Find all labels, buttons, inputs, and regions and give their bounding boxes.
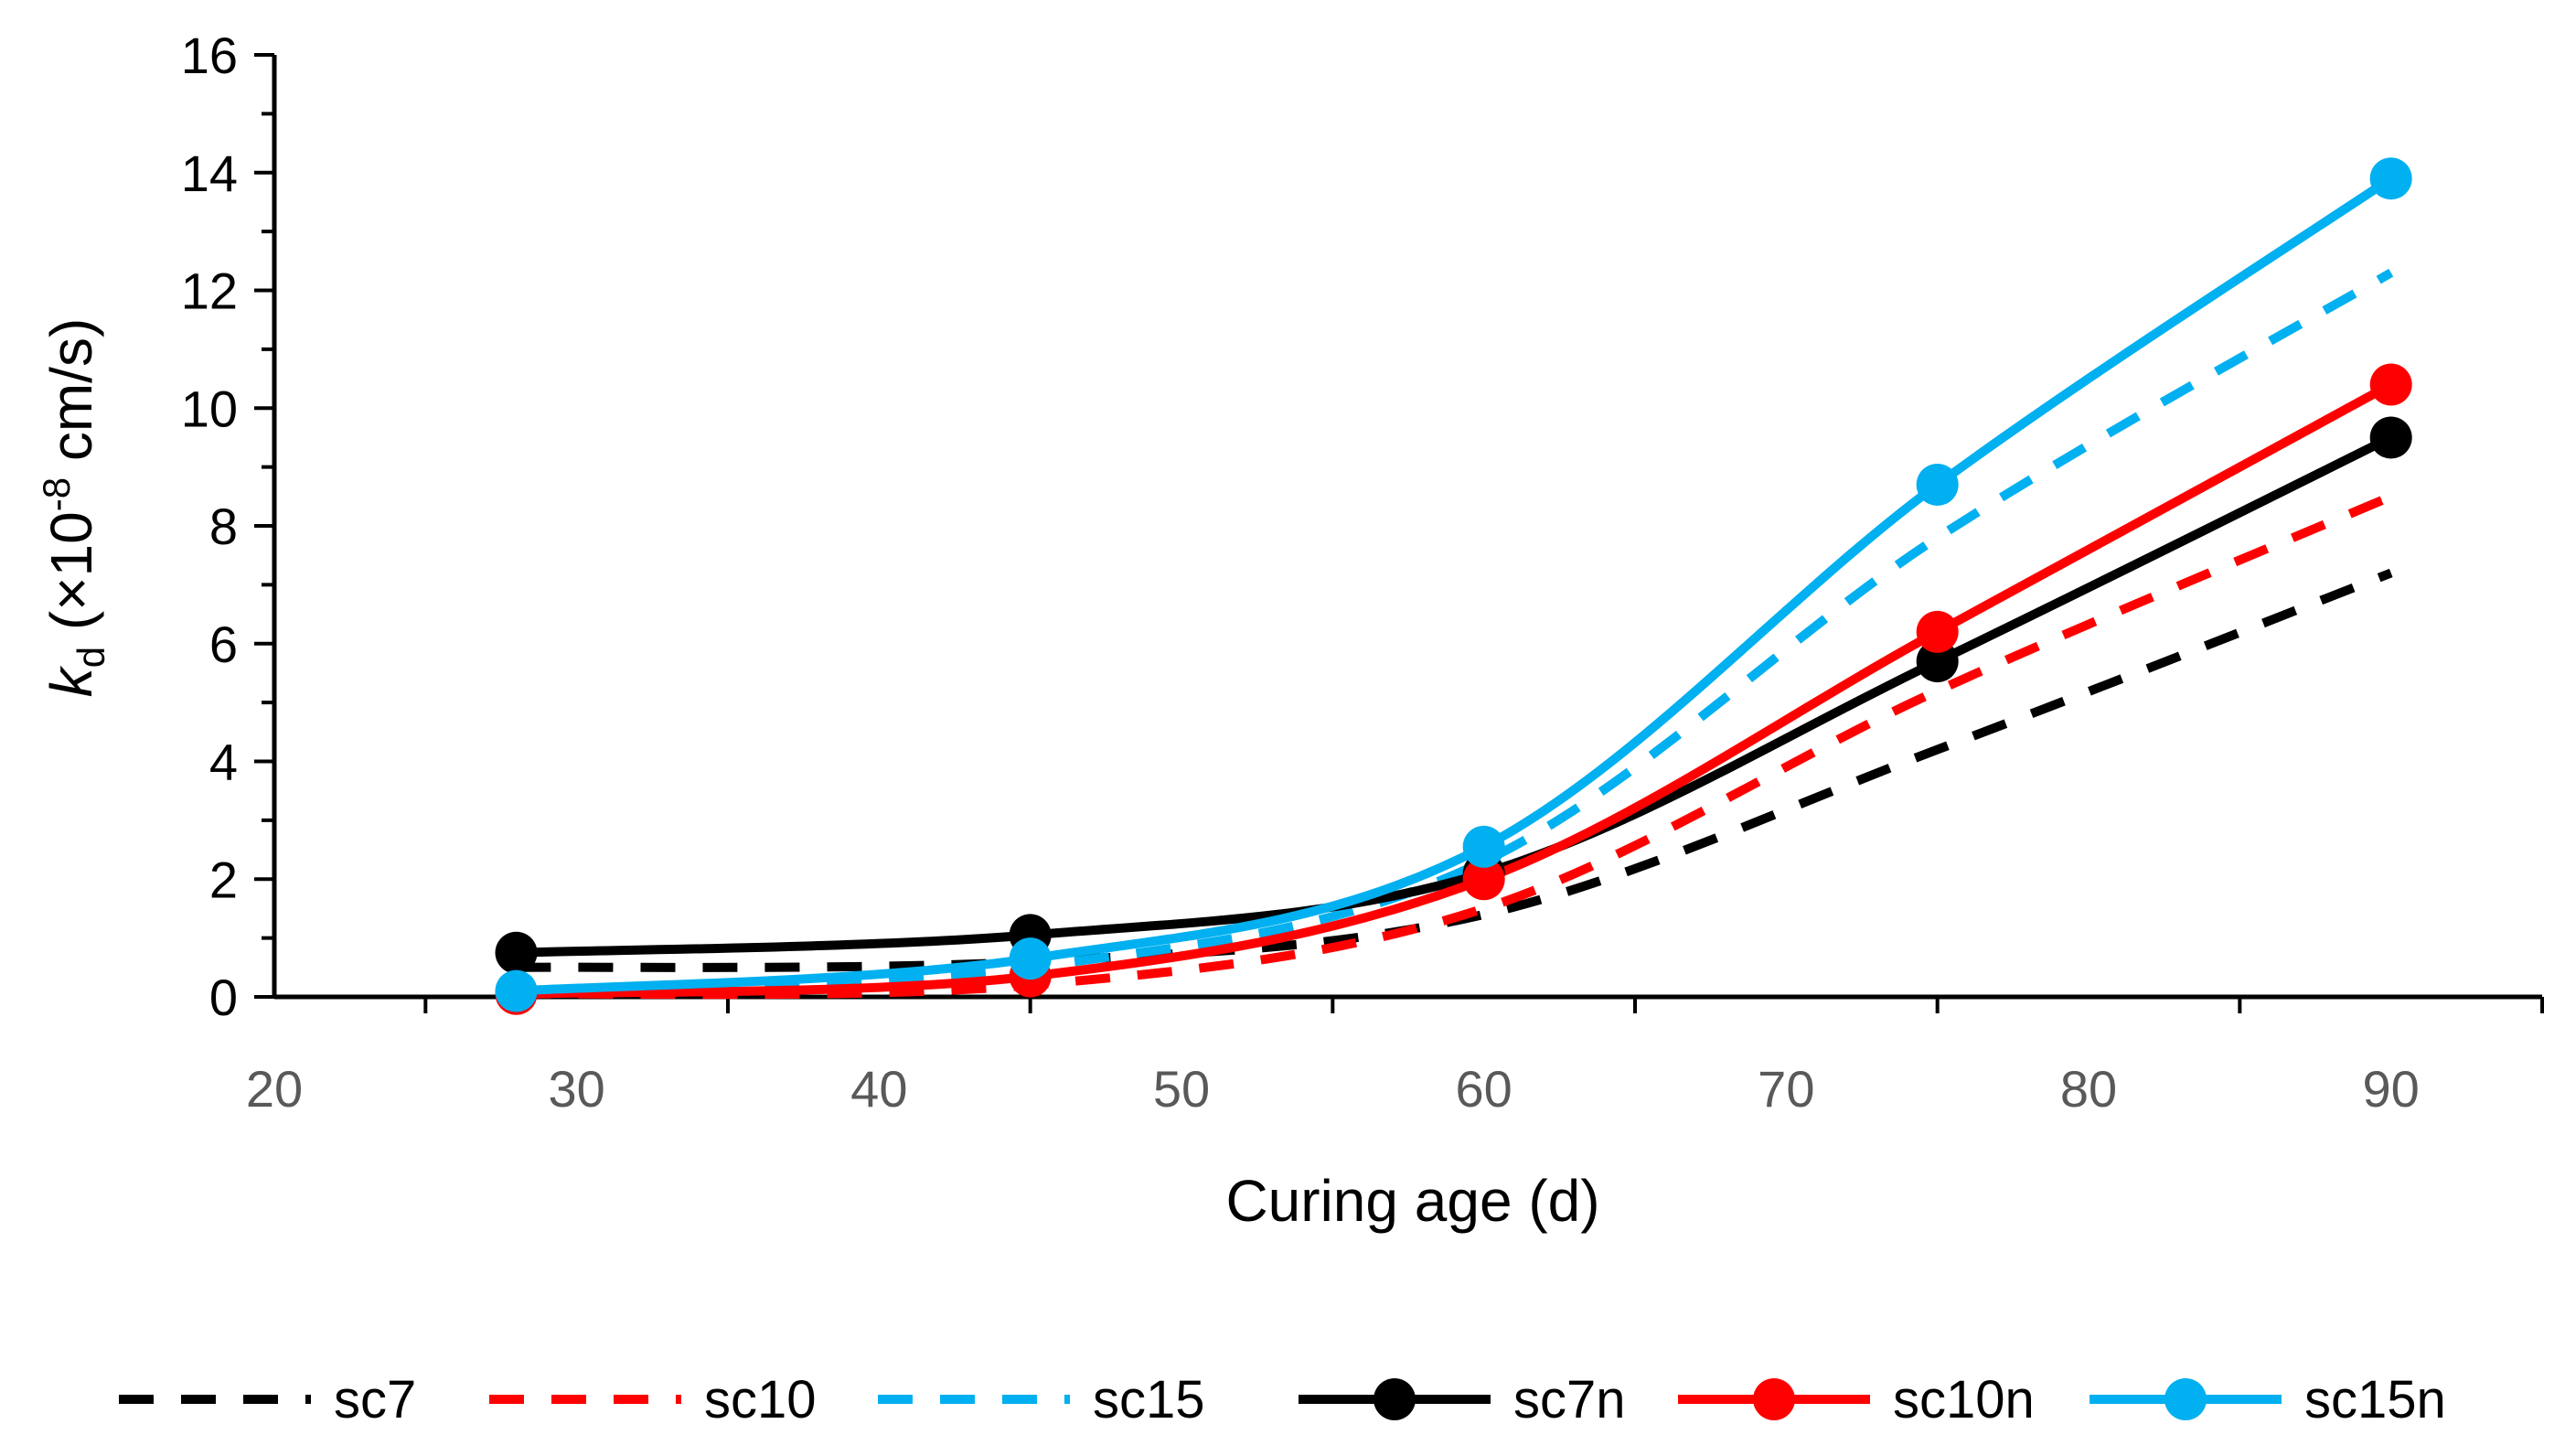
y-tick-label-2: 2: [209, 851, 238, 908]
x-tick-label-40: 40: [850, 1060, 907, 1118]
data-point-sc15n-60: [1462, 825, 1505, 868]
data-point-sc15n-75: [1916, 463, 1959, 506]
legend-label-sc10: sc10: [704, 1370, 817, 1429]
x-tick-label-70: 70: [1758, 1060, 1814, 1118]
x-tick-label-90: 90: [2363, 1060, 2420, 1118]
y-tick-label-4: 4: [209, 733, 238, 791]
data-point-sc7n-28: [495, 931, 538, 974]
legend-label-sc7n: sc7n: [1513, 1370, 1626, 1429]
legend-label-sc15n: sc15n: [2304, 1370, 2446, 1429]
x-axis-title: Curing age (d): [1225, 1168, 1599, 1234]
legend: sc7 sc10 sc15 sc7n sc10n sc15n: [119, 1370, 2446, 1429]
y-tick-label-16: 16: [181, 27, 238, 84]
series-markers: [495, 157, 2412, 1015]
y-axis-title-subscript: d: [69, 647, 112, 668]
y-tick-label-12: 12: [181, 262, 238, 320]
axes: [272, 55, 2542, 1000]
series-line-sc15: [516, 268, 2394, 999]
x-tick-label-20: 20: [246, 1060, 303, 1118]
data-point-sc7n-90: [2369, 416, 2412, 459]
series-line-sc15n: [516, 175, 2394, 996]
ticks: 0 2 4 6 8 10 12 14 16 20 30 40 50 60 70 80 90: [181, 27, 2544, 1118]
data-point-sc15n-28: [495, 969, 538, 1012]
legend-marker-sc10n: [1753, 1378, 1795, 1420]
y-tick-label-6: 6: [209, 616, 238, 673]
y-axis-title-base: k: [38, 665, 104, 697]
series-line-sc10n: [516, 380, 2394, 999]
data-point-sc10n-75: [1916, 610, 1959, 653]
data-point-sc7n-75: [1916, 640, 1959, 683]
y-axis-title-exponent: -8: [35, 477, 78, 511]
y-tick-label-8: 8: [209, 498, 238, 555]
y-tick-label-10: 10: [181, 380, 238, 437]
x-tick-label-50: 50: [1153, 1060, 1210, 1118]
y-axis-title-suffix: cm/s): [38, 318, 104, 477]
x-tick-label-80: 80: [2060, 1060, 2117, 1118]
data-point-sc15n-45: [1009, 937, 1052, 980]
legend-label-sc10n: sc10n: [1893, 1370, 2035, 1429]
series-line-sc7: [516, 568, 2393, 972]
data-point-sc15n-90: [2369, 157, 2412, 200]
series-line-sc10: [516, 492, 2393, 1000]
legend-label-sc7: sc7: [334, 1370, 416, 1429]
legend-marker-sc7n: [1374, 1378, 1416, 1420]
series-lines: [516, 175, 2394, 1000]
y-tick-label-0: 0: [209, 969, 238, 1026]
y-tick-label-14: 14: [181, 145, 238, 202]
y-axis-title-prefix: (×10: [38, 511, 104, 647]
x-tick-label-30: 30: [549, 1060, 605, 1118]
data-point-sc10n-60: [1462, 858, 1505, 901]
legend-label-sc15: sc15: [1093, 1370, 1205, 1429]
data-point-sc10n-90: [2369, 363, 2412, 406]
x-tick-label-60: 60: [1456, 1060, 1512, 1118]
y-axis-title: kd (×10-8 cm/s): [35, 318, 112, 698]
legend-marker-sc15n: [2164, 1378, 2207, 1420]
